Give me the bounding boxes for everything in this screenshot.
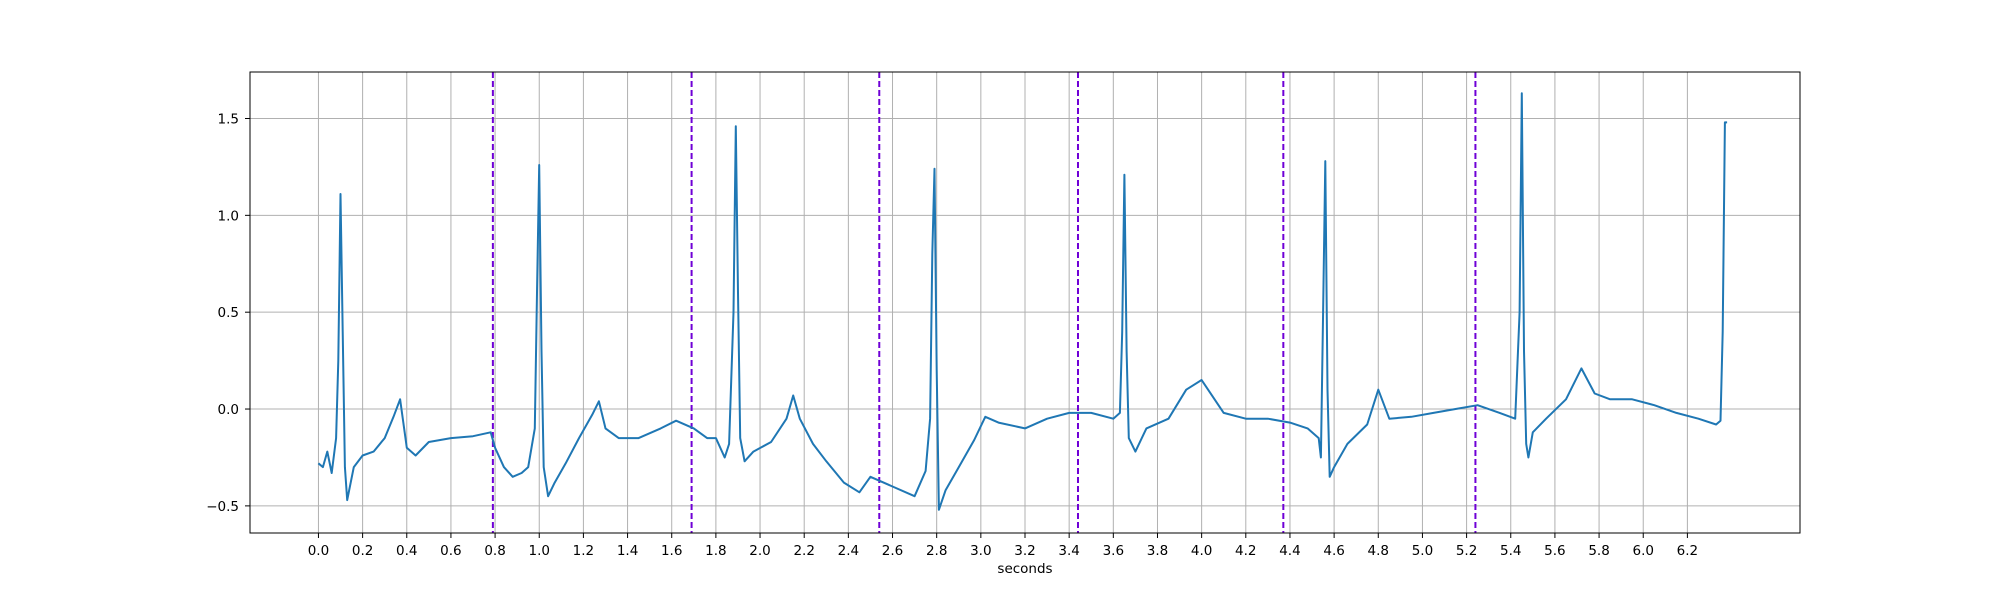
x-tick-label: 3.2 [1014,543,1035,559]
x-tick-label: 4.0 [1191,543,1212,559]
x-tick-label: 5.2 [1456,543,1477,559]
x-tick-label: 0.4 [396,543,417,559]
vertical-markers [491,72,1477,533]
grid [250,72,1800,533]
x-tick-label: 5.0 [1412,543,1433,559]
x-tick-label: 1.0 [529,543,550,559]
x-axis-label: seconds [997,561,1052,577]
x-tick-label: 5.8 [1588,543,1609,559]
x-tick-label: 2.8 [926,543,947,559]
x-tick-label: 3.8 [1147,543,1168,559]
x-tick-label: 6.0 [1632,543,1653,559]
y-tick-label: 0.0 [218,402,239,418]
x-tick-label: 0.6 [440,543,461,559]
x-tick-label: 1.8 [705,543,726,559]
x-tick-labels: 0.0 0.2 0.4 0.6 0.8 1.0 1.2 1.4 1.6 1.8 2.0 2.2 2.4 2… [308,543,1698,559]
x-tick-label: 3.4 [1058,543,1079,559]
x-tick-label: 2.6 [882,543,903,559]
x-tick-label: 1.6 [661,543,682,559]
x-tick-label: 5.6 [1544,543,1565,559]
y-tick-labels: −0.5 0.0 0.5 1.0 1.5 [206,111,239,514]
x-tick-label: 2.2 [793,543,814,559]
x-tick-label: 6.2 [1677,543,1698,559]
x-tick-label: 2.0 [749,543,770,559]
x-tick-label: 5.4 [1500,543,1521,559]
x-tick-label: 1.4 [617,543,638,559]
x-tick-label: 1.2 [573,543,594,559]
x-tick-label: 4.2 [1235,543,1256,559]
signal-series [317,92,1728,511]
x-tick-label: 0.0 [308,543,329,559]
y-tick-label: 1.0 [218,208,239,224]
x-tick-label: 3.0 [970,543,991,559]
axis-ticks [245,117,1688,538]
x-tick-label: 4.8 [1368,543,1389,559]
x-tick-label: 2.4 [838,543,859,559]
x-tick-label: 4.6 [1323,543,1344,559]
x-tick-label: 3.6 [1103,543,1124,559]
y-tick-label: −0.5 [206,499,239,515]
x-tick-label: 0.8 [484,543,505,559]
signal-line [317,92,1728,511]
y-tick-label: 0.5 [218,305,239,321]
x-tick-label: 0.2 [352,543,373,559]
y-tick-label: 1.5 [218,111,239,127]
x-tick-label: 4.4 [1279,543,1300,559]
